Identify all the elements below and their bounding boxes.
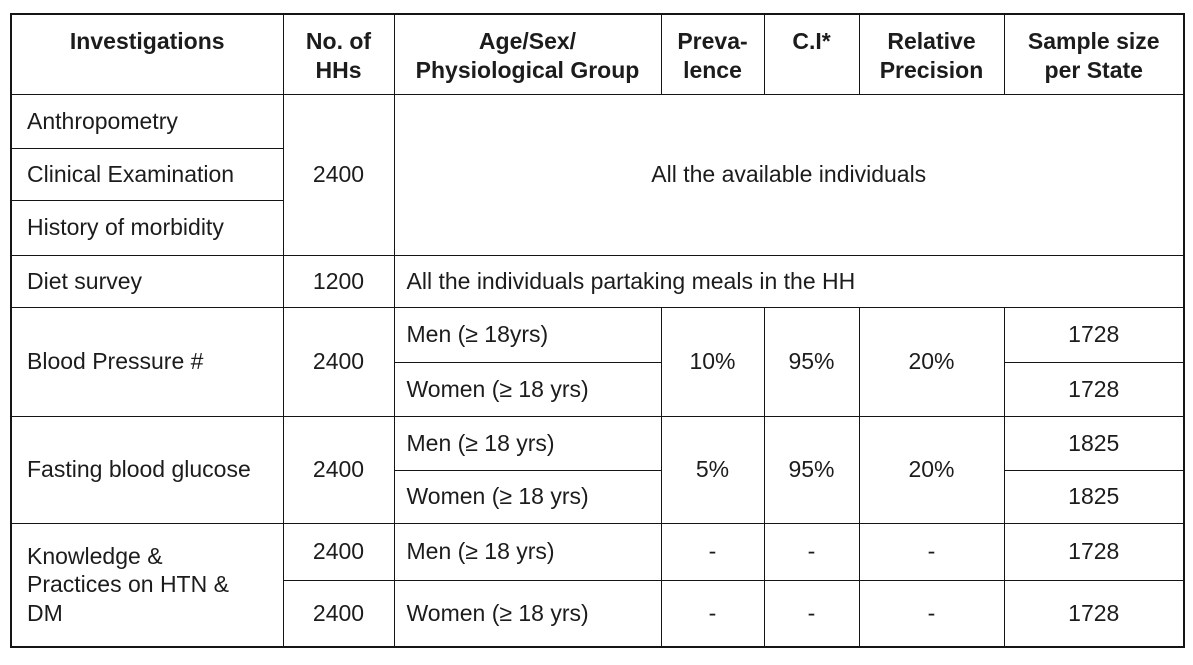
- sample-fasting-glucose-men: 1825: [1003, 415, 1185, 471]
- col-header-investigations: Investigations: [10, 13, 284, 95]
- row-fasting-glucose-men: Fasting blood glucose 2400 Men (≥ 18 yrs…: [10, 415, 1185, 524]
- investigation-blood-pressure: Blood Pressure #: [10, 306, 284, 417]
- hhs-diet-survey: 1200: [282, 254, 395, 308]
- group-fasting-glucose-women: Women (≥ 18 yrs): [393, 469, 662, 524]
- row-knowledge-practices-men: Knowledge & Practices on HTN & DM 2400 M…: [10, 522, 1185, 648]
- row-anthropometry: Anthropometry 2400 All the available ind…: [10, 93, 1185, 256]
- row-history-of-morbidity: History of morbidity: [10, 199, 1184, 256]
- col-header-age-sex-group: Age/Sex/ Physiological Group: [393, 13, 662, 95]
- row-clinical-examination: Clinical Examination: [10, 147, 1184, 201]
- investigation-history-of-morbidity: History of morbidity: [10, 199, 284, 256]
- ci-knowledge-men: -: [763, 522, 860, 581]
- sample-fasting-glucose-women: 1825: [1003, 469, 1185, 524]
- row-fasting-glucose-women: Women (≥ 18 yrs) 1825: [11, 469, 1185, 524]
- note-diet-survey: All the individuals partaking meals in t…: [393, 254, 1185, 308]
- col-header-ci: C.I*: [763, 13, 860, 95]
- group-fasting-glucose-men: Men (≥ 18 yrs): [393, 415, 662, 471]
- prevalence-knowledge-women: -: [660, 579, 765, 648]
- sample-blood-pressure-women: 1728: [1003, 361, 1185, 417]
- ci-blood-pressure: 95%: [763, 306, 860, 417]
- survey-sampling-table: Investigations No. of HHs Age/Sex/ Physi…: [10, 13, 1185, 648]
- sample-blood-pressure-men: 1728: [1003, 306, 1185, 363]
- prevalence-blood-pressure: 10%: [660, 306, 765, 417]
- hhs-knowledge-women: 2400: [282, 579, 395, 648]
- col-header-relative-precision: Relative Precision: [858, 13, 1005, 95]
- table-header-row: Investigations No. of HHs Age/Sex/ Physi…: [10, 13, 1185, 95]
- investigation-fasting-blood-glucose: Fasting blood glucose: [10, 415, 284, 524]
- hhs-anthropometry-group: 2400: [282, 93, 395, 256]
- ci-knowledge-women: -: [763, 579, 860, 648]
- relative-precision-blood-pressure: 20%: [858, 306, 1005, 417]
- hhs-blood-pressure: 2400: [282, 306, 395, 417]
- note-all-available-individuals: All the available individuals: [393, 93, 1185, 256]
- row-diet-survey: Diet survey 1200 All the individuals par…: [10, 254, 1185, 308]
- investigation-anthropometry: Anthropometry: [10, 93, 284, 149]
- relative-precision-fasting-glucose: 20%: [858, 415, 1005, 524]
- group-knowledge-men: Men (≥ 18 yrs): [393, 522, 662, 581]
- ci-fasting-glucose: 95%: [763, 415, 860, 524]
- investigation-clinical-examination: Clinical Examination: [10, 147, 284, 201]
- col-header-no-of-hhs: No. of HHs: [282, 13, 395, 95]
- relative-precision-knowledge-men: -: [858, 522, 1005, 581]
- hhs-fasting-blood-glucose: 2400: [282, 415, 395, 524]
- group-knowledge-women: Women (≥ 18 yrs): [393, 579, 662, 648]
- investigation-diet-survey: Diet survey: [10, 254, 284, 308]
- prevalence-fasting-glucose: 5%: [660, 415, 765, 524]
- group-blood-pressure-men: Men (≥ 18yrs): [393, 306, 662, 363]
- row-blood-pressure-men: Blood Pressure # 2400 Men (≥ 18yrs) 10% …: [10, 306, 1185, 417]
- hhs-knowledge-men: 2400: [282, 522, 395, 581]
- sample-knowledge-men: 1728: [1003, 522, 1185, 581]
- col-header-sample-size: Sample size per State: [1003, 13, 1185, 95]
- sample-knowledge-women: 1728: [1003, 579, 1185, 648]
- col-header-prevalence: Preva- lence: [660, 13, 765, 95]
- group-blood-pressure-women: Women (≥ 18 yrs): [393, 361, 662, 417]
- prevalence-knowledge-men: -: [660, 522, 765, 581]
- investigation-knowledge-practices: Knowledge & Practices on HTN & DM: [10, 522, 284, 648]
- investigations-table: Investigations No. of HHs Age/Sex/ Physi…: [10, 13, 1185, 648]
- row-knowledge-practices-women: 2400 Women (≥ 18 yrs) - - - 1728: [11, 579, 1185, 648]
- relative-precision-knowledge-women: -: [858, 579, 1005, 648]
